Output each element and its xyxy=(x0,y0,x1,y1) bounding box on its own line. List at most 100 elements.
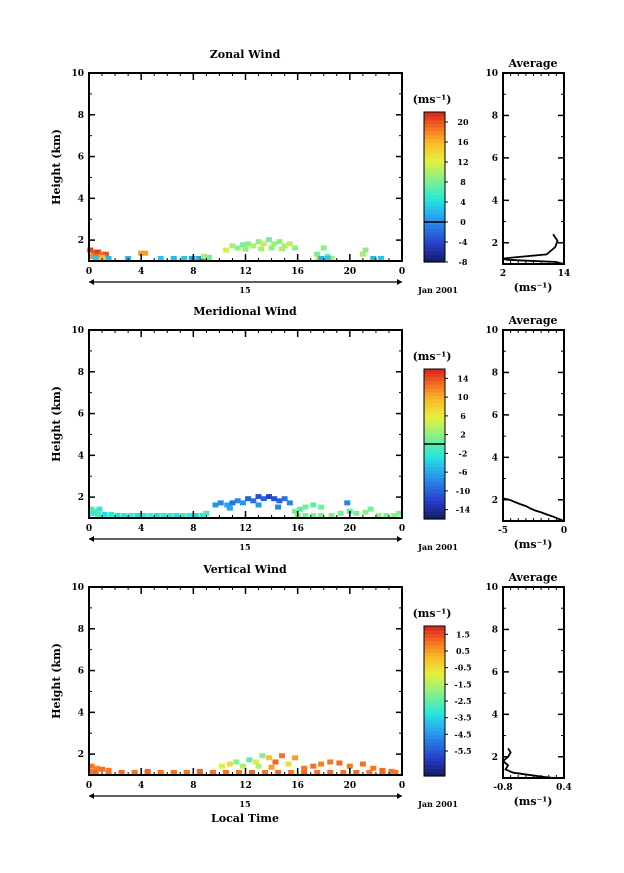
heatmap-cell xyxy=(92,256,99,261)
avg-y-tick-label: 10 xyxy=(485,69,498,79)
avg-profile-line xyxy=(501,747,554,779)
colorbar-step xyxy=(424,693,445,698)
colorbar-step xyxy=(424,641,445,646)
heatmap-cell xyxy=(275,770,282,775)
heatmap-cell xyxy=(234,498,241,504)
heatmap-cell xyxy=(271,241,278,247)
colorbar-tick-label: 16 xyxy=(457,137,469,147)
colorbar-tick-label: 10 xyxy=(457,392,469,402)
colorbar-tick-label: 14 xyxy=(457,373,469,383)
heatmap-cell xyxy=(367,506,374,512)
x-tick-label: 12 xyxy=(239,267,252,277)
colorbar-step xyxy=(424,183,445,188)
colorbar-step xyxy=(424,742,445,747)
heatmap-cell xyxy=(147,512,154,518)
heatmap-cell xyxy=(183,770,190,775)
colorbar-step xyxy=(424,235,445,241)
avg-y-tick-label: 8 xyxy=(492,368,498,378)
colorbar-step xyxy=(424,209,445,214)
heatmap-cell xyxy=(246,757,253,763)
x-tick-label: 16 xyxy=(291,524,304,534)
heatmap-cell xyxy=(320,245,327,251)
heatmap-cell xyxy=(101,511,108,517)
heatmap-cell xyxy=(93,765,100,771)
heatmap-cell xyxy=(181,256,188,261)
heatmap-cell xyxy=(134,512,141,518)
colorbar-step xyxy=(424,232,445,237)
heatmap-cell xyxy=(245,496,252,502)
colorbar-step xyxy=(424,145,445,151)
heatmap-cell xyxy=(99,254,106,260)
colorbar-step xyxy=(424,391,445,396)
heatmap-cell xyxy=(327,770,334,775)
colorbar-step xyxy=(424,194,445,199)
colorbar-tick-label: 8 xyxy=(460,177,466,187)
heatmap-cell xyxy=(353,770,360,775)
heatmap-cell xyxy=(186,512,193,518)
colorbar-step xyxy=(424,697,445,702)
colorbar-step xyxy=(424,492,445,498)
x-tick-label: 8 xyxy=(190,524,196,534)
heatmap-cell xyxy=(286,241,293,247)
heatmap-cell xyxy=(108,511,115,517)
day-label-zonal: 15 xyxy=(239,285,250,295)
avg-xlabel-zonal: (ms⁻¹) xyxy=(514,281,553,294)
avg-y-tick-label: 2 xyxy=(492,753,498,763)
avg-x-tick-label: 2 xyxy=(500,269,506,279)
colorbar-step xyxy=(424,481,445,486)
heatmap-cell xyxy=(391,512,398,518)
colorbar-step xyxy=(424,704,445,710)
avg-title-zonal: Average xyxy=(507,57,557,70)
heatmap-cell xyxy=(92,770,99,775)
heatmap-cell xyxy=(105,256,112,261)
colorbar-step xyxy=(424,663,445,668)
panel-title-meridional: Meridional Wind xyxy=(193,305,297,318)
colorbar-step xyxy=(424,689,445,695)
colorbar-step xyxy=(424,157,445,162)
heatmap-cell xyxy=(255,502,262,508)
heatmap-cell xyxy=(229,243,236,249)
date-label-meridional: Jan 2001 xyxy=(417,542,458,552)
x-tick-label: 8 xyxy=(190,781,196,791)
heatmap-cell xyxy=(271,496,278,502)
avg-y-tick-label: 6 xyxy=(492,411,498,421)
heatmap-cell xyxy=(265,755,272,761)
colorbar-step xyxy=(424,119,445,124)
heatmap-cell xyxy=(233,759,240,765)
heatmap-cell xyxy=(286,500,293,506)
colorbar-step xyxy=(424,168,445,173)
heatmap-cell xyxy=(285,761,292,767)
colorbar-step xyxy=(424,380,445,385)
colorbar-step xyxy=(424,753,445,758)
heatmap-cell xyxy=(276,498,283,504)
heatmap-cell xyxy=(318,256,325,261)
date-line-arrow-right xyxy=(397,279,402,285)
x-tick-label: 4 xyxy=(138,524,144,534)
heatmap-cell xyxy=(318,761,325,767)
heatmap-cell xyxy=(383,513,390,518)
x-tick-label: 0 xyxy=(399,267,405,277)
avg-x-tick-label: -0.8 xyxy=(493,783,512,793)
heatmap-cell xyxy=(153,513,160,518)
heatmap-cell xyxy=(362,247,369,253)
heatmap-cell xyxy=(195,256,202,261)
heatmap-cell xyxy=(255,494,262,500)
colorbar-step xyxy=(424,447,445,453)
colorbar-step xyxy=(424,716,445,721)
heatmap-cell xyxy=(370,765,377,771)
heatmap-cell xyxy=(102,251,109,257)
y-tick-label: 6 xyxy=(78,153,84,163)
heatmap-cell xyxy=(353,510,360,516)
heatmap-cell xyxy=(265,237,272,243)
colorbar-step xyxy=(424,213,445,218)
heatmap-cell xyxy=(366,770,373,775)
avg-xlabel-meridional: (ms⁻¹) xyxy=(514,538,553,551)
colorbar-step xyxy=(424,746,445,751)
heatmap-cell xyxy=(88,763,95,769)
heatmap-cell xyxy=(217,500,224,506)
heatmap-cell xyxy=(200,253,207,259)
heatmap-cell xyxy=(245,241,252,247)
heatmap-cell xyxy=(268,245,275,251)
colorbar-step xyxy=(424,202,445,207)
heatmap-cell xyxy=(138,250,145,256)
